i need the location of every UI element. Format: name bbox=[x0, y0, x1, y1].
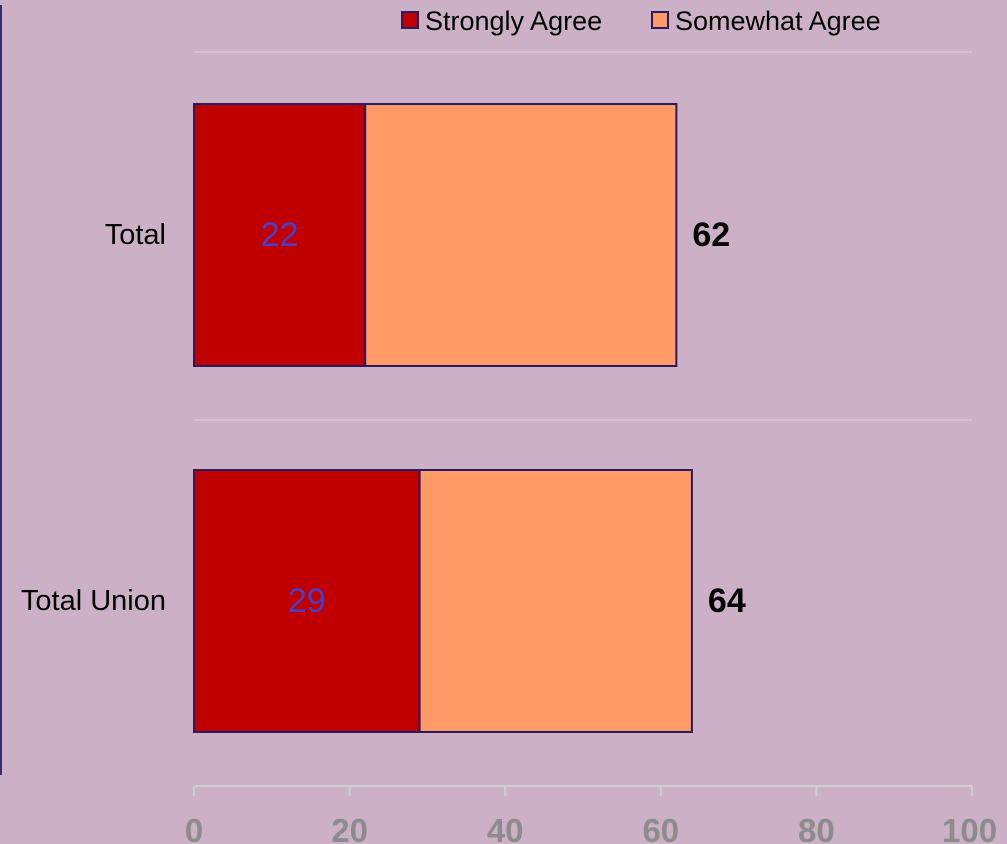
legend-swatch-strongly-agree bbox=[401, 11, 419, 29]
bar-strongly-agree-0 bbox=[193, 103, 367, 367]
total-data-label: 62 bbox=[692, 216, 730, 254]
total-data-label: 64 bbox=[708, 582, 746, 620]
labels: Total 22 62 Total Union 29 64 bbox=[21, 216, 746, 620]
x-tick-label: 80 bbox=[798, 812, 835, 844]
x-tick-label: 60 bbox=[642, 812, 679, 844]
x-tick-label: 100 bbox=[942, 812, 997, 844]
category-label: Total bbox=[105, 219, 166, 251]
inner-data-label: 29 bbox=[288, 582, 326, 620]
x-tick-label: 20 bbox=[331, 812, 368, 844]
legend: Strongly Agree Somewhat Agree bbox=[401, 6, 881, 36]
inner-data-label: 22 bbox=[261, 216, 299, 254]
bar-somewhat-agree-0 bbox=[364, 103, 678, 367]
legend-label: Strongly Agree bbox=[425, 6, 602, 36]
x-tick-label: 0 bbox=[185, 812, 203, 844]
legend-label: Somewhat Agree bbox=[675, 6, 881, 36]
legend-swatch-somewhat-agree bbox=[651, 11, 669, 29]
bar-strongly-agree-1 bbox=[193, 469, 421, 733]
bar-somewhat-agree-1 bbox=[418, 469, 693, 733]
category-label: Total Union bbox=[21, 585, 166, 617]
bars bbox=[193, 103, 693, 733]
x-tick-label: 40 bbox=[487, 812, 524, 844]
x-axis: 0 20 40 60 80 100 bbox=[185, 785, 997, 844]
